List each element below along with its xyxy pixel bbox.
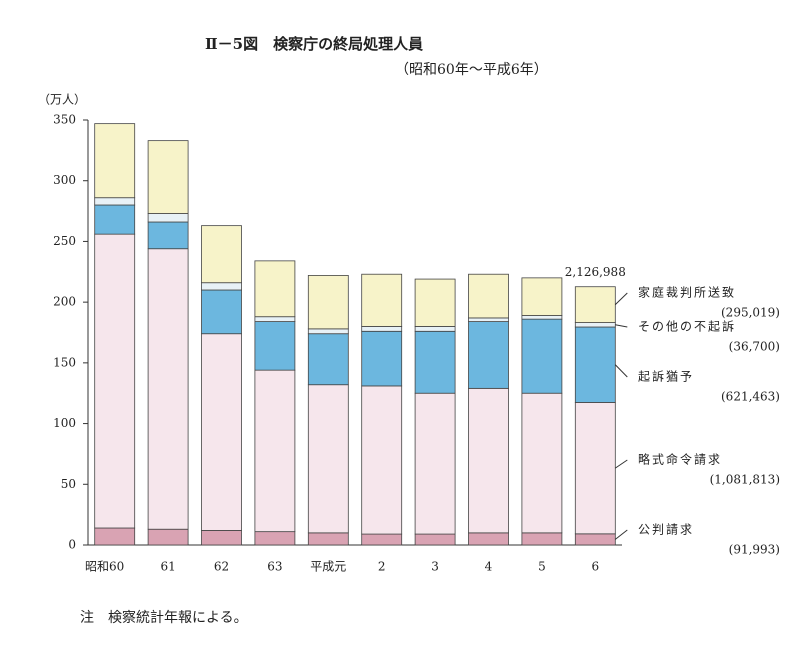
bar-segment xyxy=(94,197,136,206)
bar-segment xyxy=(521,318,563,394)
bar-segment xyxy=(147,221,189,250)
legend-label: 起訴猶予 xyxy=(638,369,694,384)
bar-segment xyxy=(574,402,616,535)
y-tick-label: 350 xyxy=(53,113,76,127)
bar-segment xyxy=(201,282,242,291)
bar-segment xyxy=(521,277,563,316)
bar-segment xyxy=(414,326,456,332)
leader-line xyxy=(614,529,628,540)
leader-line xyxy=(615,459,628,469)
bar-segment xyxy=(307,333,349,386)
bar-segment xyxy=(147,248,189,530)
x-tick-label: 3 xyxy=(431,560,439,574)
bar-segment xyxy=(254,316,296,322)
bar-segment xyxy=(94,123,136,199)
x-tick-label: 4 xyxy=(485,560,493,574)
bar-segment xyxy=(361,326,403,332)
bar-segment xyxy=(414,392,456,535)
bar-segment xyxy=(574,326,616,403)
bar-segment xyxy=(361,385,403,535)
bar-segment xyxy=(361,533,403,546)
y-tick-label: 200 xyxy=(53,295,76,309)
bar-segment xyxy=(307,384,349,534)
legend-label: 家庭裁判所送致 xyxy=(638,285,736,300)
bar-segment xyxy=(307,532,349,546)
y-unit: （万人） xyxy=(38,93,86,107)
bar-segment xyxy=(521,315,563,320)
x-tick-label: 2 xyxy=(378,560,386,574)
bar-segment xyxy=(94,527,136,546)
bar-segment xyxy=(94,204,136,235)
value-label: (295,019) xyxy=(721,306,780,320)
y-tick-label: 100 xyxy=(53,416,76,430)
legend-label: 公判請求 xyxy=(638,523,694,537)
x-tick-label: 61 xyxy=(160,560,175,574)
bar-segment xyxy=(254,531,296,546)
leader-line xyxy=(614,364,628,378)
bar-segment xyxy=(468,532,509,546)
bar-segment xyxy=(361,330,403,387)
chart-subtitle: （昭和60年～平成6年） xyxy=(395,62,548,78)
bar-segment xyxy=(201,289,242,335)
total-label: 2,126,988 xyxy=(565,265,626,279)
bar-segment xyxy=(94,233,136,529)
x-tick-label: 昭和60 xyxy=(85,560,124,574)
bar-segment xyxy=(254,260,296,318)
bar-segment xyxy=(201,333,242,531)
bar-segment xyxy=(468,387,509,534)
bar-segment xyxy=(574,322,616,328)
note: 注 検察統計年報による。 xyxy=(80,609,248,626)
bar-segment xyxy=(361,273,403,327)
y-tick-label: 50 xyxy=(61,477,76,491)
bar-segment xyxy=(468,273,509,319)
value-label: (1,081,813) xyxy=(710,473,780,487)
x-tick-label: 62 xyxy=(214,560,229,574)
leader-line xyxy=(615,324,628,328)
value-label: (621,463) xyxy=(721,390,780,404)
y-tick-label: 300 xyxy=(53,173,76,187)
bar-segment xyxy=(521,392,563,534)
bar-segment xyxy=(147,213,189,223)
value-label: (36,700) xyxy=(729,340,780,354)
bar-segment xyxy=(307,328,349,335)
bar-segment xyxy=(468,317,509,322)
y-tick-label: 150 xyxy=(53,355,76,369)
legend-label: その他の不起訴 xyxy=(638,319,736,334)
bar-segment xyxy=(201,225,242,284)
bar-segment xyxy=(307,275,349,330)
bar-segment xyxy=(468,321,509,389)
bar-segment xyxy=(521,532,563,546)
legend-label: 略式命令請求 xyxy=(638,452,722,467)
bar-segment xyxy=(574,286,616,323)
x-tick-label: 6 xyxy=(591,560,599,574)
y-tick-label: 250 xyxy=(53,234,76,248)
bar-segment xyxy=(254,369,296,533)
bar-segment xyxy=(147,140,189,214)
x-tick-label: 63 xyxy=(267,560,282,574)
bar-segment xyxy=(574,533,616,546)
bar-segment xyxy=(254,321,296,371)
x-tick-label: 5 xyxy=(538,560,546,574)
bar-segment xyxy=(414,533,456,546)
x-tick-label: 平成元 xyxy=(310,560,346,574)
bar-segment xyxy=(414,278,456,327)
value-label: (91,993) xyxy=(729,543,780,557)
chart-title: Ⅱ－5図 検察庁の終局処理人員 xyxy=(205,35,423,53)
leader-line xyxy=(614,292,628,305)
bar-segment xyxy=(147,528,189,546)
bar-segment xyxy=(414,330,456,394)
bar-segment xyxy=(201,530,242,546)
y-tick-label: 0 xyxy=(68,538,76,552)
